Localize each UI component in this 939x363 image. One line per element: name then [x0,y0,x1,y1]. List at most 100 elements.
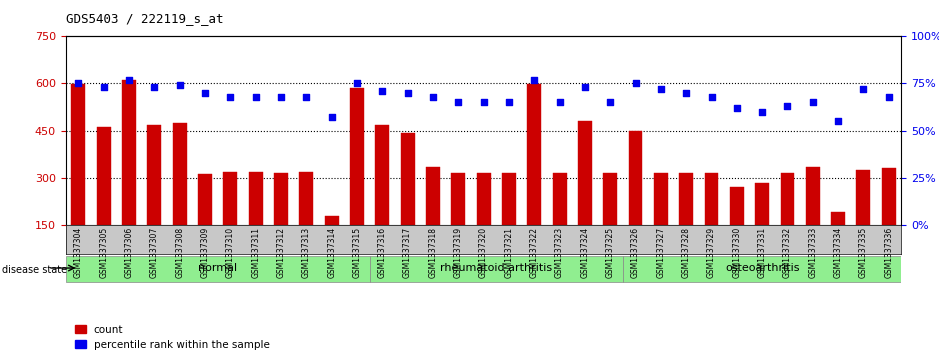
Text: disease state: disease state [2,265,67,276]
Text: GSM1337320: GSM1337320 [479,227,488,278]
Bar [654,173,668,225]
Bar [122,80,136,225]
Text: GSM1337323: GSM1337323 [555,227,564,278]
Text: GSM1337333: GSM1337333 [808,227,817,278]
Bar [704,173,718,225]
Text: GSM1337311: GSM1337311 [251,227,260,277]
Bar [831,212,845,225]
Point [704,94,719,99]
Bar [755,183,769,225]
Point [856,86,871,92]
Text: GSM1337326: GSM1337326 [631,227,640,278]
Text: GSM1337324: GSM1337324 [580,227,590,278]
Bar [780,173,794,225]
Bar [370,256,623,282]
Point [324,115,339,121]
Bar [401,133,415,225]
Text: GSM1337312: GSM1337312 [276,227,285,277]
Bar [730,187,744,225]
Text: GSM1337336: GSM1337336 [885,227,893,278]
Bar [603,173,617,225]
Point [400,90,415,96]
Text: GSM1337329: GSM1337329 [707,227,716,278]
Point [273,94,288,99]
Bar [452,173,465,225]
Bar [806,167,820,225]
Bar [66,256,370,282]
Point [730,105,745,111]
Bar [300,172,314,225]
Legend: count, percentile rank within the sample: count, percentile rank within the sample [71,321,274,354]
Bar [274,173,288,225]
Point [654,86,669,92]
Text: GSM1337330: GSM1337330 [732,227,741,278]
Bar [325,216,339,225]
Point [375,88,390,94]
Text: GSM1337308: GSM1337308 [176,227,184,278]
Point [628,81,643,86]
Bar [679,173,693,225]
Point [882,94,897,99]
Text: GSM1337335: GSM1337335 [859,227,868,278]
Point [121,77,136,83]
Bar [623,256,901,282]
Text: GSM1337309: GSM1337309 [201,227,209,278]
Bar [71,84,85,225]
Point [527,77,542,83]
Text: GSM1337310: GSM1337310 [226,227,235,278]
Bar [502,173,516,225]
Text: GSM1337314: GSM1337314 [327,227,336,278]
Bar [249,172,263,225]
Text: GSM1337315: GSM1337315 [352,227,362,278]
Text: GSM1337331: GSM1337331 [758,227,766,278]
Point [603,99,618,105]
Text: GSM1337321: GSM1337321 [504,227,514,277]
Bar [577,121,592,225]
Point [806,99,821,105]
Point [96,84,111,90]
Point [755,109,770,115]
Bar [426,167,439,225]
Text: GDS5403 / 222119_s_at: GDS5403 / 222119_s_at [66,12,223,25]
Point [780,103,795,109]
Bar [628,131,642,225]
Bar [198,174,212,225]
Text: GSM1337328: GSM1337328 [682,227,691,277]
Text: GSM1337319: GSM1337319 [454,227,463,278]
Point [552,99,567,105]
Text: GSM1337325: GSM1337325 [606,227,615,278]
Bar [223,172,238,225]
Text: GSM1337327: GSM1337327 [656,227,666,278]
Point [349,81,364,86]
Bar [552,173,566,225]
Bar [856,170,870,225]
Point [679,90,694,96]
Text: GSM1337317: GSM1337317 [403,227,412,278]
Text: normal: normal [198,263,238,273]
Point [831,118,846,124]
Text: osteoarthritis: osteoarthritis [725,263,799,273]
Text: GSM1337332: GSM1337332 [783,227,792,278]
Point [577,84,593,90]
Text: GSM1337334: GSM1337334 [834,227,842,278]
Point [146,84,162,90]
Text: GSM1337318: GSM1337318 [428,227,438,277]
Point [172,82,187,88]
Text: GSM1337313: GSM1337313 [301,227,311,278]
Bar [350,88,364,225]
Bar [97,127,111,225]
Point [70,81,85,86]
Point [451,99,466,105]
Point [476,99,491,105]
Bar [882,168,896,225]
Bar [477,173,490,225]
Text: GSM1337322: GSM1337322 [530,227,539,277]
Text: GSM1337316: GSM1337316 [377,227,387,278]
Bar [376,125,390,225]
Text: GSM1337305: GSM1337305 [100,227,108,278]
Point [425,94,440,99]
Point [197,90,212,96]
Bar [173,123,187,225]
Point [501,99,516,105]
Text: rheumatoid arthritis: rheumatoid arthritis [440,263,552,273]
